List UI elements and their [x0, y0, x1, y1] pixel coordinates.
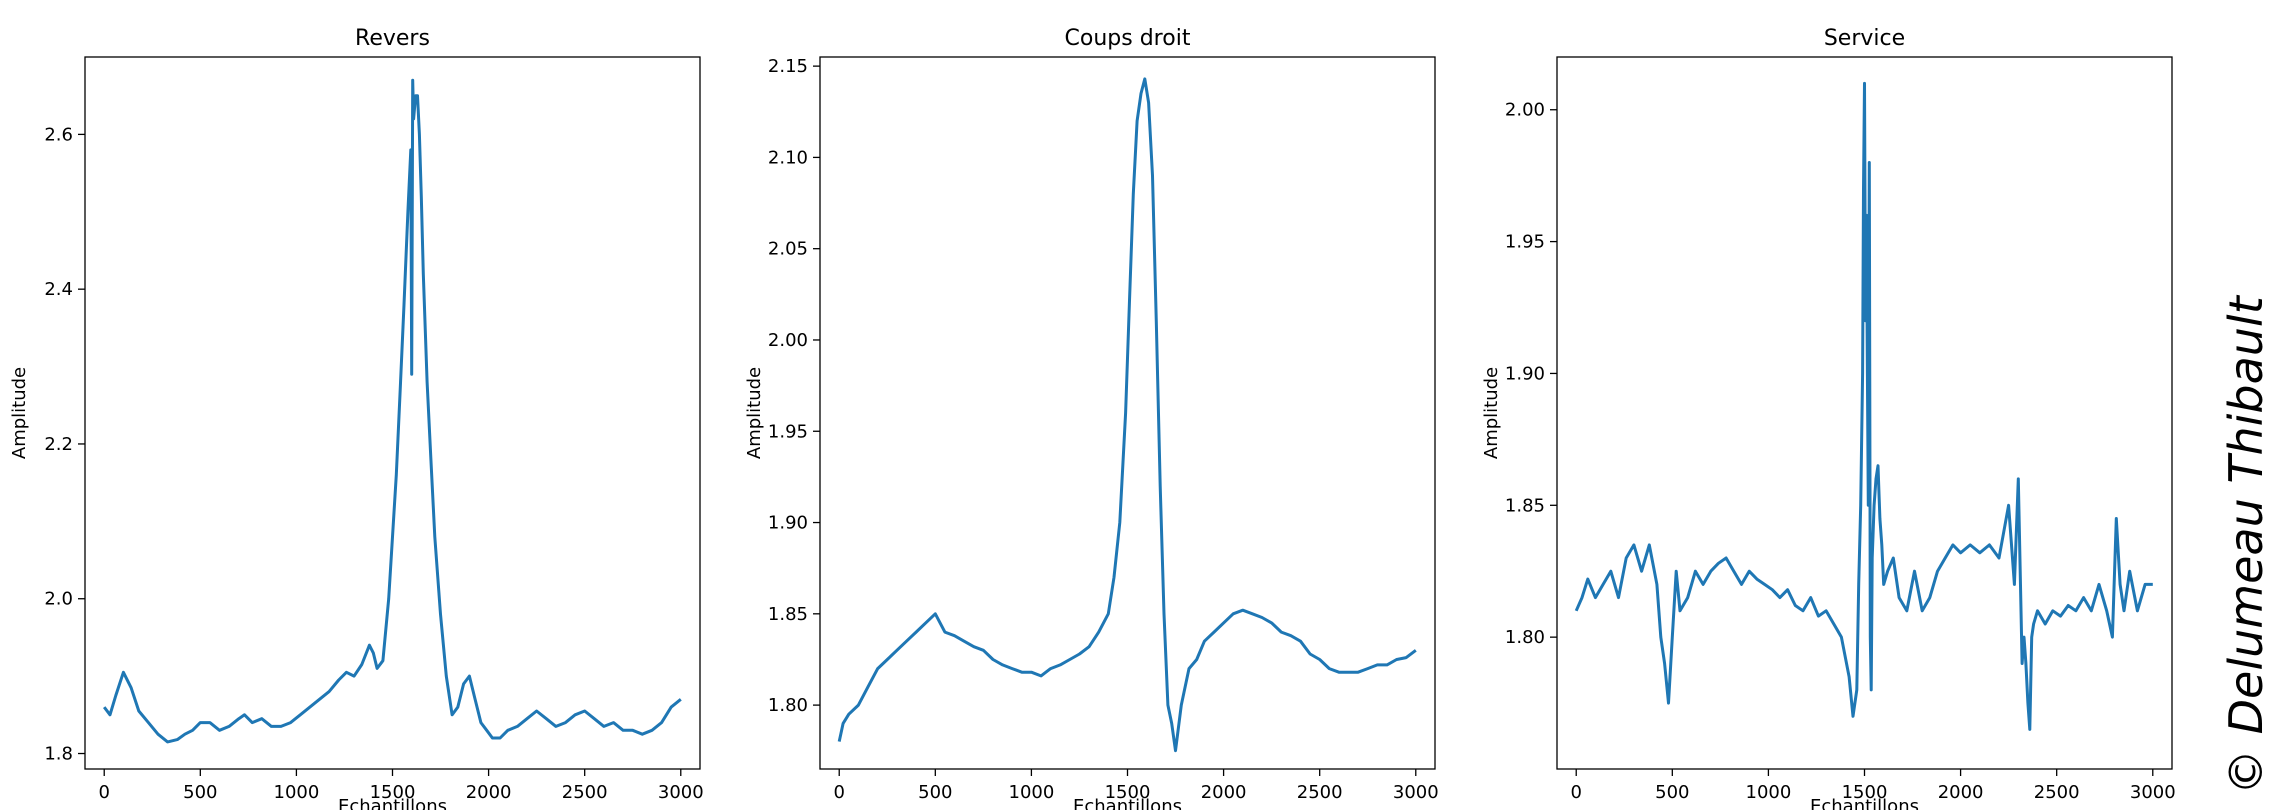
- y-tick-label: 1.80: [768, 695, 808, 716]
- x-axis-label: Echantillons: [338, 796, 447, 810]
- x-tick-label: 2000: [1938, 782, 1984, 803]
- y-tick-label: 2.10: [768, 147, 808, 168]
- y-axis-label: Amplitude: [9, 367, 30, 459]
- chart-title: Revers: [355, 26, 430, 51]
- charts-container: Revers 0 500 1000 1500 2000 2500 3000 1.8 2.0 2.2 2…: [9, 26, 2176, 810]
- x-tick-label: 0: [1570, 782, 1581, 803]
- plot-frame: [84, 56, 701, 770]
- series-line: [103, 78, 682, 744]
- x-tick-label: 3000: [1393, 782, 1439, 803]
- x-tick-label: 1000: [274, 782, 320, 803]
- chart-panel-1: Revers 0 500 1000 1500 2000 2500 3000 1.8 2.0 2.2 2…: [9, 26, 704, 810]
- y-tick-label: 2.4: [44, 279, 73, 300]
- y-tick-label: 2.00: [1505, 100, 1545, 121]
- x-tick-label: 1000: [1746, 782, 1792, 803]
- plot-frame: [1556, 56, 2173, 770]
- x-tick-label: 3000: [2130, 782, 2176, 803]
- x-tick-label: 3000: [658, 782, 704, 803]
- x-tick-label: 0: [833, 782, 844, 803]
- y-axis-label: Amplitude: [744, 367, 765, 459]
- y-tick-label: 1.90: [1505, 363, 1545, 384]
- series-line: [837, 77, 1417, 753]
- y-tick-label: 1.95: [1505, 232, 1545, 253]
- x-tick-label: 500: [183, 782, 217, 803]
- x-axis-label: Echantillons: [1810, 796, 1919, 810]
- y-tick-label: 1.90: [768, 513, 808, 534]
- x-tick-label: 2500: [1297, 782, 1343, 803]
- y-tick-label: 2.6: [44, 124, 73, 145]
- y-tick-label: 1.80: [1505, 627, 1545, 648]
- copyright-watermark: © Delumeau Thibault: [2219, 294, 2273, 795]
- x-tick-label: 2500: [562, 782, 608, 803]
- x-tick-label: 1500: [370, 782, 416, 803]
- chart-panel-2: Coups droit 0 500 1000 1500 2000 2500 3000 1.80 1…: [744, 26, 1439, 810]
- y-tick-label: 1.85: [1505, 495, 1545, 516]
- x-tick-label: 1000: [1009, 782, 1055, 803]
- x-tick-label: 0: [98, 782, 109, 803]
- y-tick-label: 2.0: [44, 589, 73, 610]
- x-tick-label: 2000: [466, 782, 512, 803]
- x-tick-label: 500: [1655, 782, 1689, 803]
- chart-panel-3: Service 0 500 1000 1500 2000 2500 3000 1.80 1.85 1…: [1481, 26, 2176, 810]
- series-line: [1574, 81, 2153, 731]
- x-axis-label: Echantillons: [1073, 796, 1182, 810]
- x-tick-label: 1500: [1105, 782, 1151, 803]
- y-tick-label: 2.15: [768, 56, 808, 77]
- x-tick-label: 500: [918, 782, 952, 803]
- x-tick-label: 2500: [2034, 782, 2080, 803]
- y-tick-label: 1.85: [768, 604, 808, 625]
- x-tick-label: 2000: [1201, 782, 1247, 803]
- chart-title: Coups droit: [1065, 26, 1191, 51]
- plot-frame: [819, 56, 1436, 770]
- y-axis-label: Amplitude: [1481, 367, 1502, 459]
- chart-title: Service: [1824, 26, 1905, 51]
- y-tick-label: 2.2: [44, 434, 73, 455]
- y-tick-label: 1.8: [44, 744, 73, 765]
- x-tick-label: 1500: [1842, 782, 1888, 803]
- y-tick-label: 2.05: [768, 239, 808, 260]
- y-tick-label: 1.95: [768, 421, 808, 442]
- y-tick-label: 2.00: [768, 330, 808, 351]
